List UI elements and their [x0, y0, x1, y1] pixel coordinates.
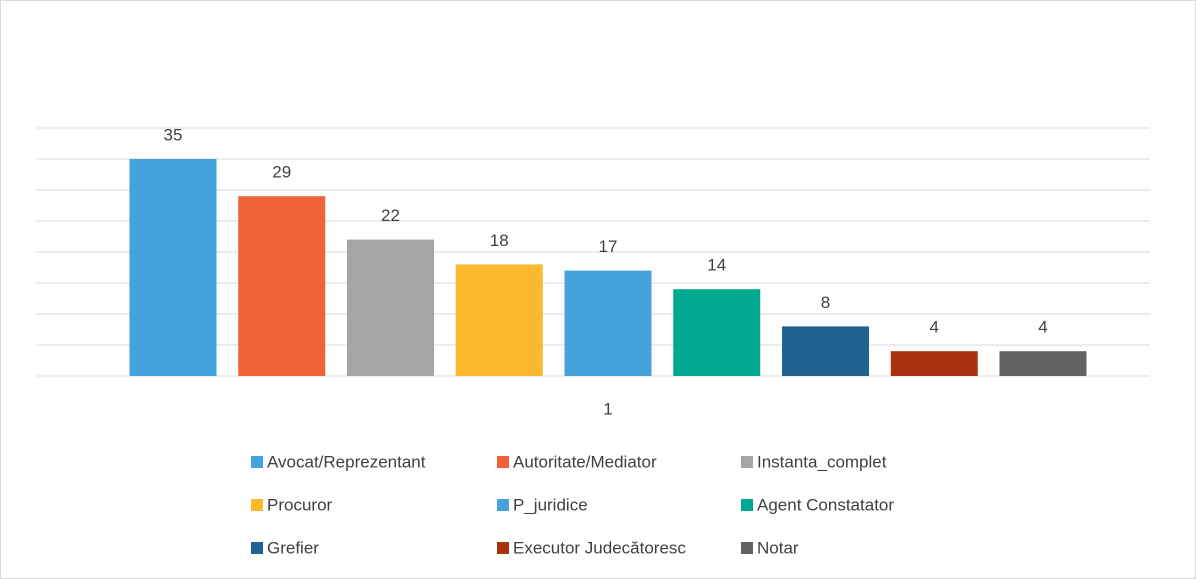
legend-swatch: [251, 499, 263, 511]
legend-swatch: [497, 456, 509, 468]
legend-label: Executor Judecătoresc: [513, 538, 686, 557]
x-tick-label: 1: [603, 399, 612, 418]
legend-swatch: [741, 542, 753, 554]
legend-swatch: [497, 499, 509, 511]
legend-label: Instanta_complet: [757, 452, 887, 471]
bar: [999, 351, 1087, 376]
legend-swatch: [497, 542, 509, 554]
data-label: 14: [707, 256, 726, 275]
bar: [347, 239, 434, 376]
bar: [673, 289, 761, 376]
legend-swatch: [251, 456, 263, 468]
data-label: 29: [272, 163, 291, 182]
bar: [890, 351, 978, 376]
data-label: 22: [381, 206, 400, 225]
bar: [238, 196, 326, 376]
legend-swatch: [251, 542, 263, 554]
bar: [564, 270, 652, 376]
data-label: 4: [930, 318, 939, 337]
bar: [129, 159, 217, 376]
legend-label: Agent Constatator: [757, 495, 894, 514]
legend-swatch: [741, 456, 753, 468]
data-label: 35: [164, 125, 183, 144]
data-label: 8: [821, 293, 830, 312]
data-label: 18: [490, 231, 509, 250]
legend-label: Avocat/Reprezentant: [267, 452, 426, 471]
data-label: 17: [599, 237, 618, 256]
bar: [455, 264, 543, 376]
legend-label: P_juridice: [513, 495, 588, 514]
data-label: 4: [1038, 318, 1047, 337]
legend-swatch: [741, 499, 753, 511]
legend-label: Procuror: [267, 495, 333, 514]
legend-label: Notar: [757, 538, 799, 557]
bar: [782, 326, 869, 376]
legend-label: Grefier: [267, 538, 319, 557]
legend-label: Autoritate/Mediator: [513, 452, 657, 471]
